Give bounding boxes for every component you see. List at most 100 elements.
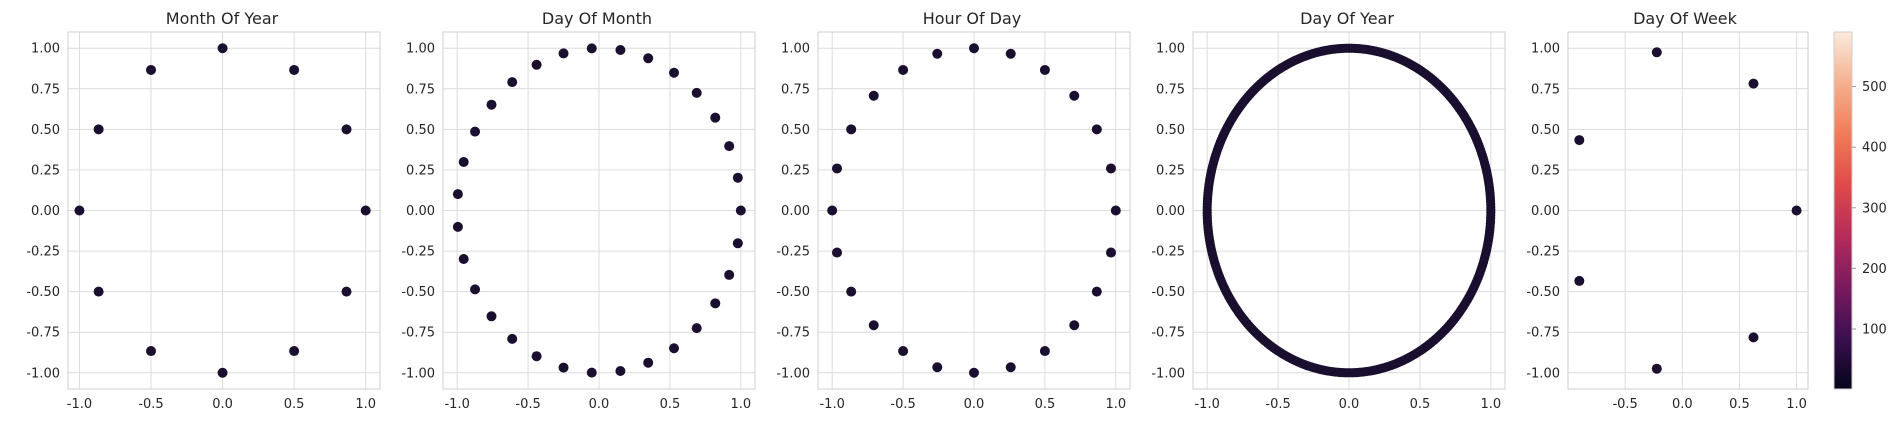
colorbar: 100 200 300 400 500 — [1833, 31, 1887, 390]
y-tick-label: -0.50 — [776, 285, 810, 300]
y-tick-label: 1.00 — [1531, 42, 1560, 57]
data-point — [724, 269, 735, 280]
x-tick-label: 0.0 — [1672, 397, 1693, 412]
y-tick-label: -0.25 — [1526, 245, 1560, 260]
y-tick-label: -0.75 — [26, 326, 60, 341]
y-tick-label: 0.25 — [406, 163, 435, 178]
data-point — [1651, 363, 1662, 374]
x-tick-label: -1.0 — [819, 397, 844, 412]
y-tick-label: 0.50 — [1531, 123, 1560, 138]
y-tick-label: -0.25 — [401, 245, 435, 260]
x-tick-label: -0.5 — [138, 397, 163, 412]
y-tick-label: 0.25 — [781, 163, 810, 178]
y-tick-label: 0.00 — [1531, 204, 1560, 219]
data-point — [1105, 247, 1116, 258]
x-tick-label: 1.0 — [1480, 397, 1501, 412]
y-tick-label: 0.00 — [406, 204, 435, 219]
y-tick-label: -0.25 — [776, 245, 810, 260]
x-tick-label: -1.0 — [67, 397, 92, 412]
data-point — [93, 124, 104, 135]
data-point — [1069, 90, 1080, 101]
data-point — [643, 357, 654, 368]
data-point — [507, 77, 518, 88]
data-point — [1574, 275, 1585, 286]
data-point — [868, 90, 879, 101]
x-tick-label: 0.0 — [589, 397, 610, 412]
x-tick-label: 1.0 — [730, 397, 751, 412]
data-point — [360, 205, 371, 216]
y-tick-label: 0.50 — [406, 123, 435, 138]
axes-frame — [1192, 31, 1506, 390]
data-point — [1091, 286, 1102, 297]
y-tick-label: -0.75 — [776, 326, 810, 341]
data-point — [932, 48, 943, 59]
data-point — [586, 43, 597, 54]
data-point — [470, 284, 481, 295]
data-point — [1791, 205, 1802, 216]
panel-title: Day Of Year — [1300, 9, 1394, 28]
y-tick-label: -0.50 — [1526, 285, 1560, 300]
y-tick-label: -0.50 — [26, 285, 60, 300]
y-tick-label: 0.25 — [1156, 163, 1185, 178]
panel-title: Day Of Month — [542, 9, 652, 28]
colorbar-strip — [1834, 32, 1852, 389]
x-tick-label: 0.5 — [660, 397, 681, 412]
data-point — [1005, 362, 1016, 373]
data-point — [832, 247, 843, 258]
x-tick-label: -0.5 — [890, 397, 915, 412]
y-tick-label: -0.25 — [26, 245, 60, 260]
y-tick-label: -0.25 — [1151, 245, 1185, 260]
axes-frame — [1567, 31, 1809, 390]
data-point — [732, 172, 743, 183]
data-point — [486, 311, 497, 322]
data-point — [1110, 205, 1121, 216]
panel-hour-of-day: Hour Of Day -1.0 -0.5 0.0 0.5 1.0 1.00 0.75 0.5… — [776, 9, 1131, 412]
data-point — [669, 67, 680, 78]
data-point — [969, 367, 979, 378]
y-tick-label: -1.00 — [776, 366, 810, 381]
colorbar-tick-label: 500 — [1862, 80, 1887, 95]
data-point — [724, 141, 735, 152]
x-tick-label: 1.0 — [1105, 397, 1126, 412]
colorbar-tick-label: 200 — [1862, 262, 1887, 277]
colorbar-tick-label: 100 — [1862, 322, 1887, 337]
y-tick-label: 1.00 — [781, 42, 810, 57]
data-point — [217, 367, 228, 378]
y-tick-label: 0.75 — [1531, 82, 1560, 97]
data-point — [93, 286, 104, 297]
x-tick-label: 0.0 — [1339, 397, 1360, 412]
x-tick-label: 0.0 — [212, 397, 233, 412]
y-tick-label: 0.00 — [781, 204, 810, 219]
y-tick-label: 0.75 — [406, 82, 435, 97]
y-tick-label: -0.75 — [1151, 326, 1185, 341]
x-tick-label: 0.0 — [964, 397, 985, 412]
data-point — [846, 124, 857, 135]
data-point — [146, 346, 157, 357]
y-tick-label: 0.25 — [1531, 163, 1560, 178]
x-tick-label: -1.0 — [1194, 397, 1219, 412]
panel-day-of-week: Day Of Week -0.5 0.0 0.5 1.0 1.00 0.75 0.50 0.2… — [1526, 9, 1809, 412]
x-tick-label: 1.0 — [1786, 397, 1807, 412]
axes-frame — [442, 31, 756, 390]
colorbar-frame — [1833, 31, 1853, 390]
data-point — [969, 43, 979, 54]
x-tick-label: -0.5 — [1612, 397, 1637, 412]
y-tick-label: 1.00 — [1156, 42, 1185, 57]
data-point — [289, 64, 300, 75]
data-point — [558, 48, 569, 59]
axes-frame — [817, 31, 1131, 390]
data-point — [458, 254, 469, 265]
y-tick-label: 1.00 — [406, 42, 435, 57]
data-point — [1574, 135, 1585, 146]
y-tick-label: -0.50 — [401, 285, 435, 300]
y-tick-label: 0.75 — [1156, 82, 1185, 97]
x-tick-label: 0.5 — [284, 397, 305, 412]
data-point — [341, 124, 352, 135]
panel-month-of-year: Month Of Year -1.0 -0.5 0.0 0.5 1.0 1.00 0.75 0… — [26, 9, 381, 412]
y-tick-label: 1.00 — [31, 42, 60, 57]
data-point — [452, 189, 463, 200]
data-point — [531, 59, 542, 70]
data-point — [1039, 346, 1050, 357]
data-point — [341, 286, 352, 297]
data-point — [1748, 332, 1759, 343]
